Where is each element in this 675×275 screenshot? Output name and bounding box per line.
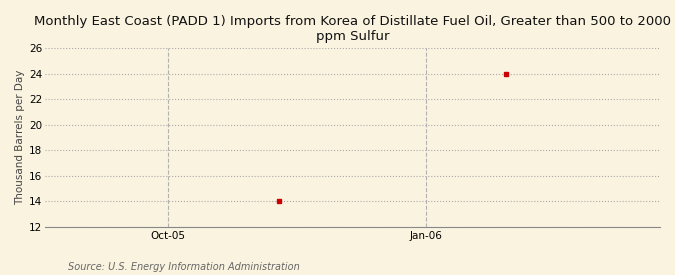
Text: Source: U.S. Energy Information Administration: Source: U.S. Energy Information Administ… — [68, 262, 299, 272]
Title: Monthly East Coast (PADD 1) Imports from Korea of Distillate Fuel Oil, Greater t: Monthly East Coast (PADD 1) Imports from… — [34, 15, 671, 43]
Y-axis label: Thousand Barrels per Day: Thousand Barrels per Day — [15, 70, 25, 205]
